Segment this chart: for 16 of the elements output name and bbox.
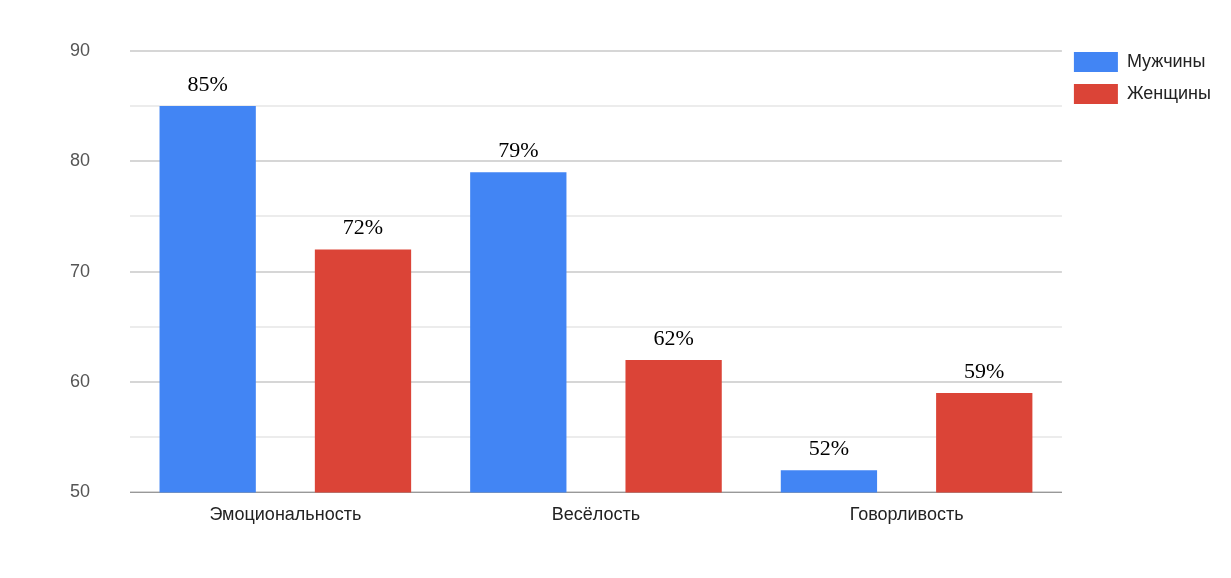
y-tick-label: 60 — [69, 370, 91, 391]
x-tick-label: Весёлость — [551, 504, 641, 525]
data-label: 79% — [498, 137, 539, 163]
x-tick-label: Говорливость — [849, 504, 964, 525]
data-label: 62% — [653, 324, 694, 350]
data-label: 59% — [964, 357, 1005, 383]
y-tick-label: 50 — [69, 481, 91, 502]
y-tick-label: 70 — [69, 260, 91, 281]
x-tick-label: Эмоциональность — [209, 504, 362, 525]
y-tick-label: 80 — [69, 150, 91, 171]
data-label: 72% — [342, 214, 384, 240]
legend-label: Мужчины — [1126, 50, 1206, 71]
data-label: 52% — [808, 435, 850, 461]
data-label: 85% — [187, 70, 228, 96]
y-tick-label: 90 — [69, 39, 91, 60]
legend-label: Женщины — [1126, 82, 1211, 103]
